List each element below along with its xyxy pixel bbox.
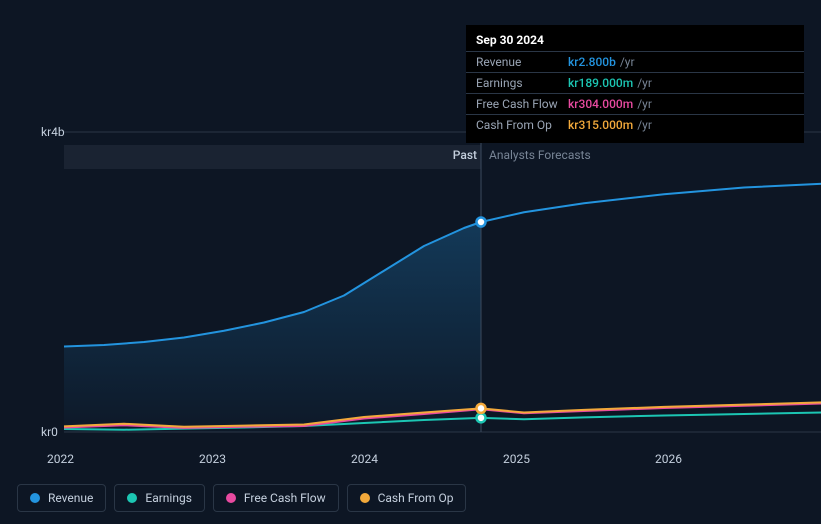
x-tick-2023: 2023 — [199, 452, 226, 466]
tooltip-row-value: kr189.000m — [568, 76, 633, 90]
chart-legend: Revenue Earnings Free Cash Flow Cash From O… — [17, 484, 466, 512]
tooltip-row: Cash From Opkr315.000m/yr — [466, 114, 804, 135]
x-tick-2026: 2026 — [655, 452, 682, 466]
tooltip-row: Free Cash Flowkr304.000m/yr — [466, 93, 804, 114]
legend-label: Earnings — [145, 491, 192, 505]
y-axis-tick-max: kr4b — [41, 125, 65, 139]
tooltip-row-label: Free Cash Flow — [476, 97, 568, 111]
y-axis-tick-min: kr0 — [41, 425, 58, 439]
x-axis: 2022 2023 2024 2025 2026 — [47, 452, 805, 472]
tooltip-row-unit: /yr — [620, 55, 635, 69]
chart-plot-svg[interactable] — [64, 132, 821, 432]
tooltip-row-value: kr304.000m — [568, 97, 633, 111]
x-tick-2025: 2025 — [503, 452, 530, 466]
tooltip-row-unit: /yr — [637, 118, 652, 132]
tooltip-row-value: kr2.800b — [568, 55, 616, 69]
tooltip-row-label: Revenue — [476, 55, 568, 69]
x-tick-2022: 2022 — [47, 452, 74, 466]
legend-item-revenue[interactable]: Revenue — [17, 484, 106, 512]
tooltip-row: Revenuekr2.800b/yr — [466, 51, 804, 72]
tooltip-row-unit: /yr — [637, 76, 652, 90]
legend-item-earnings[interactable]: Earnings — [114, 484, 205, 512]
x-tick-2024: 2024 — [351, 452, 378, 466]
legend-label: Free Cash Flow — [244, 491, 326, 505]
legend-item-cash-from-op[interactable]: Cash From Op — [347, 484, 467, 512]
tooltip-row-value: kr315.000m — [568, 118, 633, 132]
legend-label: Revenue — [48, 491, 93, 505]
legend-swatch — [360, 493, 370, 503]
tooltip-row-label: Earnings — [476, 76, 568, 90]
marker-revenue — [477, 218, 486, 227]
tooltip-row-label: Cash From Op — [476, 118, 568, 132]
marker-cash-from-op — [477, 404, 486, 413]
tooltip-date: Sep 30 2024 — [466, 33, 804, 51]
tooltip-row: Earningskr189.000m/yr — [466, 72, 804, 93]
tooltip-row-unit: /yr — [637, 97, 652, 111]
chart-tooltip: Sep 30 2024 Revenuekr2.800b/yrEarningskr… — [466, 25, 804, 143]
legend-swatch — [127, 493, 137, 503]
legend-swatch — [30, 493, 40, 503]
legend-item-free-cash-flow[interactable]: Free Cash Flow — [213, 484, 339, 512]
marker-earnings — [477, 413, 486, 422]
legend-label: Cash From Op — [378, 491, 454, 505]
legend-swatch — [226, 493, 236, 503]
